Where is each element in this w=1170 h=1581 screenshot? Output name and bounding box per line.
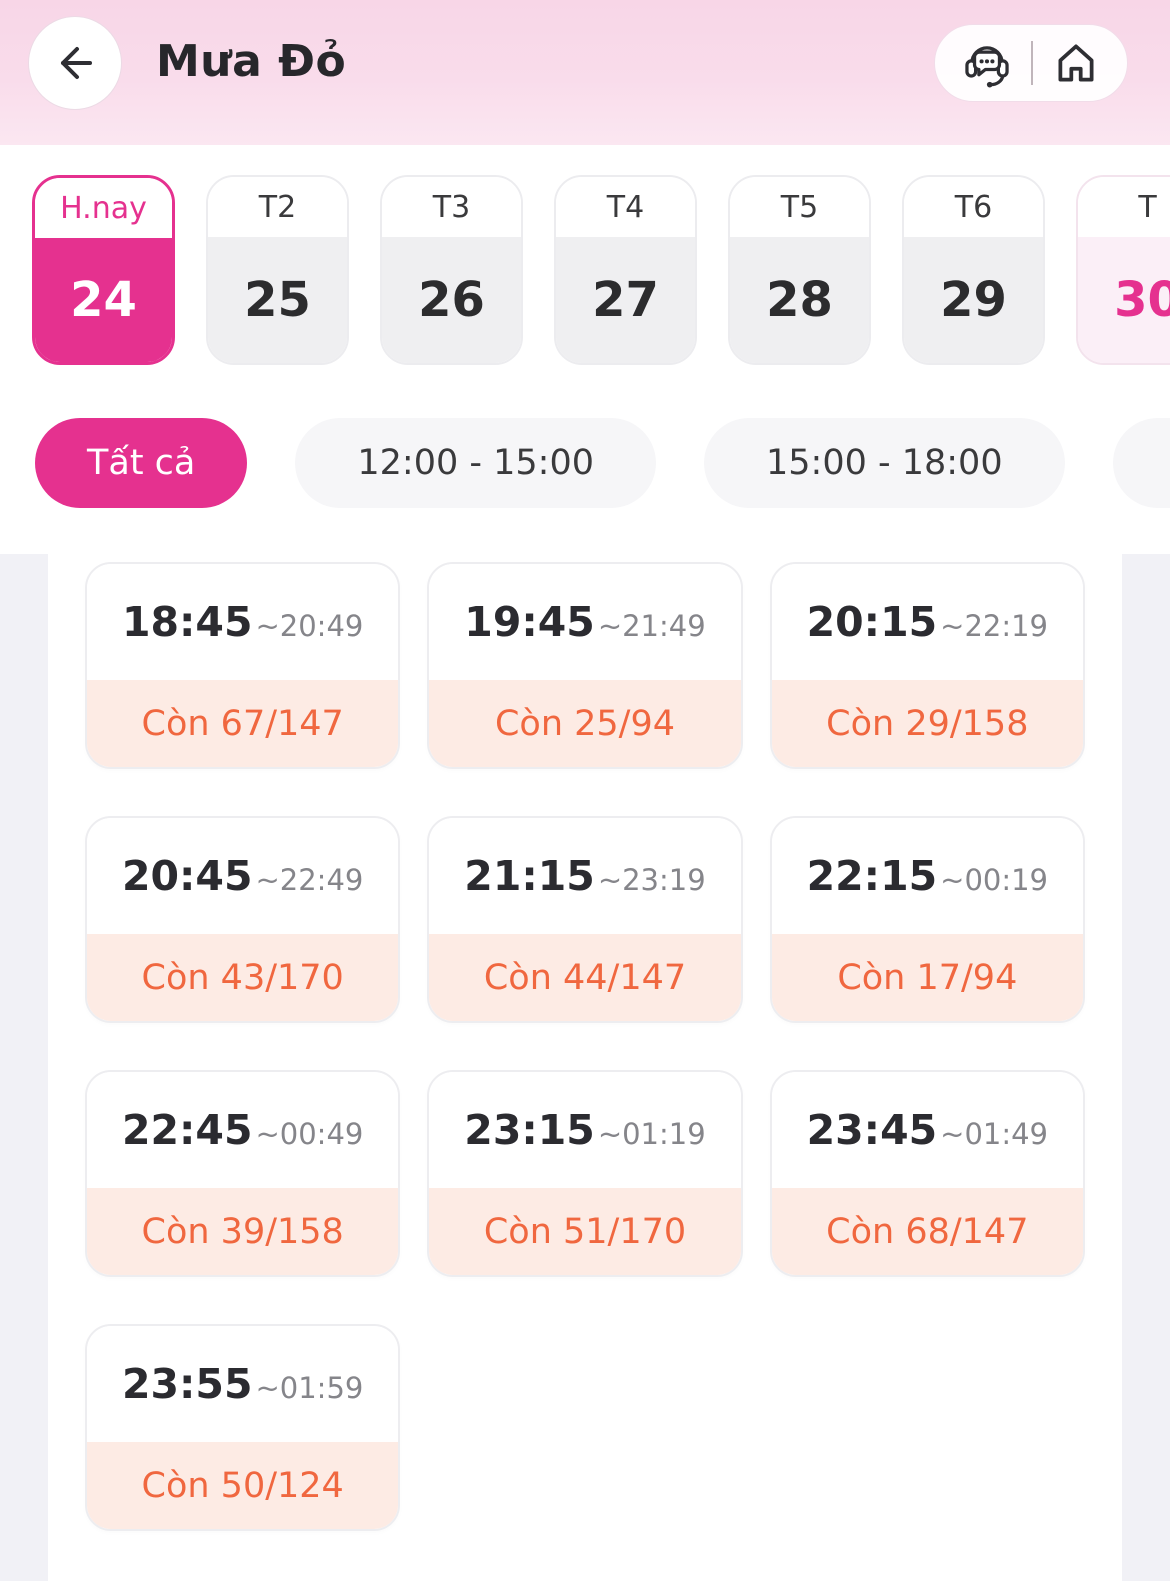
showtime-seats-remaining: Còn 67/147: [87, 680, 399, 767]
time-filter-pill[interactable]: 15:00 - 18:00: [703, 418, 1065, 508]
date-number: 25: [208, 237, 347, 363]
showtime-card[interactable]: 22:15 ~00:19 Còn 17/94: [769, 816, 1085, 1023]
header-pill-divider: [1031, 41, 1033, 85]
filters-section: H.nay 24 T2 25 T3 26 T4 27 T5 28 T6 29 T…: [0, 145, 1170, 554]
support-button[interactable]: [961, 37, 1013, 89]
showtime-time: 20:15 ~22:19: [771, 564, 1083, 680]
showtime-time: 19:45 ~21:49: [429, 564, 741, 680]
date-weekday-label: T5: [730, 177, 869, 237]
date-weekday-label: T6: [904, 177, 1043, 237]
showtime-time: 22:15 ~00:19: [771, 818, 1083, 934]
date-weekday-label: T3: [382, 177, 521, 237]
date-tile[interactable]: T5 28: [728, 175, 871, 365]
page-title: Mưa Đỏ: [156, 36, 347, 87]
showtime-card[interactable]: 18:45 ~20:49 Còn 67/147: [85, 562, 401, 769]
showtime-seats-remaining: Còn 43/170: [87, 934, 399, 1021]
time-filter-label: Tất cả: [87, 443, 196, 483]
showtime-card[interactable]: 20:45 ~22:49 Còn 43/170: [85, 816, 401, 1023]
home-button[interactable]: [1051, 38, 1101, 88]
showtime-card[interactable]: 23:45 ~01:49 Còn 68/147: [769, 1070, 1085, 1277]
date-number: 28: [730, 237, 869, 363]
showtime-start-time: 19:45: [464, 598, 595, 646]
showtime-time: 21:15 ~23:19: [429, 818, 741, 934]
showtime-start-time: 21:15: [464, 852, 595, 900]
date-number: 30: [1078, 237, 1170, 363]
showtime-time: 22:45 ~00:49: [87, 1072, 399, 1188]
time-filter-pill[interactable]: 18:0: [1112, 418, 1170, 508]
showtime-seats-remaining: Còn 25/94: [429, 680, 741, 767]
time-filter-row: Tất cả 12:00 - 15:00 15:00 - 18:00 18:0: [0, 418, 1170, 508]
showtime-end-time: ~00:19: [940, 863, 1049, 897]
showtime-end-time: ~01:19: [597, 1117, 706, 1151]
showtime-card[interactable]: 23:15 ~01:19 Còn 51/170: [427, 1070, 743, 1277]
date-tile[interactable]: T3 26: [380, 175, 523, 365]
time-filter-label: 15:00 - 18:00: [765, 443, 1003, 483]
header: Mưa Đỏ: [0, 0, 1170, 145]
showtime-seats-remaining: Còn 39/158: [87, 1188, 399, 1275]
showtime-start-time: 20:45: [121, 852, 253, 900]
showtime-seats-remaining: Còn 50/124: [87, 1442, 399, 1529]
showtime-card[interactable]: 19:45 ~21:49 Còn 25/94: [427, 562, 743, 769]
arrow-left-icon: [52, 40, 98, 86]
showtime-card[interactable]: 20:15 ~22:19 Còn 29/158: [769, 562, 1085, 769]
time-filter-pill[interactable]: 12:00 - 15:00: [295, 418, 656, 508]
date-row: H.nay 24 T2 25 T3 26 T4 27 T5 28 T6 29 T…: [0, 175, 1170, 365]
date-tile[interactable]: T 30: [1076, 175, 1170, 365]
showtime-seats-remaining: Còn 51/170: [429, 1188, 741, 1275]
date-number: 29: [904, 237, 1043, 363]
showtimes-content: 18:45 ~20:49 Còn 67/147 19:45 ~21:49 Còn…: [0, 554, 1170, 1581]
showtime-time: 20:45 ~22:49: [87, 818, 399, 934]
showtime-time: 18:45 ~20:49: [87, 564, 399, 680]
time-filter-pill[interactable]: Tất cả: [35, 418, 248, 508]
showtimes-panel: 18:45 ~20:49 Còn 67/147 19:45 ~21:49 Còn…: [48, 554, 1122, 1581]
showtime-time: 23:15 ~01:19: [429, 1072, 741, 1188]
time-filter-label: 12:00 - 15:00: [357, 443, 594, 483]
showtime-start-time: 20:15: [806, 598, 938, 646]
date-weekday-label: H.nay: [35, 178, 172, 238]
showtime-seats-remaining: Còn 44/147: [429, 934, 741, 1021]
header-actions-pill: [934, 24, 1128, 102]
showtime-seats-remaining: Còn 29/158: [771, 680, 1083, 767]
showtime-start-time: 23:15: [464, 1106, 595, 1154]
showtime-end-time: ~22:19: [940, 609, 1049, 643]
date-tile[interactable]: H.nay 24: [32, 175, 175, 365]
showtime-seats-remaining: Còn 17/94: [771, 934, 1083, 1021]
showtime-end-time: ~22:49: [255, 863, 364, 897]
date-weekday-label: T2: [208, 177, 347, 237]
showtime-grid: 18:45 ~20:49 Còn 67/147 19:45 ~21:49 Còn…: [85, 562, 1085, 1531]
date-weekday-label: T: [1078, 177, 1170, 237]
headset-chat-icon: [961, 37, 1013, 89]
date-tile[interactable]: T4 27: [554, 175, 697, 365]
date-number: 27: [556, 237, 695, 363]
showtime-start-time: 18:45: [121, 598, 253, 646]
showtime-start-time: 22:15: [806, 852, 938, 900]
date-weekday-label: T4: [556, 177, 695, 237]
home-icon: [1051, 38, 1101, 88]
showtime-card[interactable]: 21:15 ~23:19 Còn 44/147: [427, 816, 743, 1023]
showtime-start-time: 23:45: [806, 1106, 938, 1154]
showtime-time: 23:55 ~01:59: [87, 1326, 399, 1442]
showtime-end-time: ~00:49: [255, 1117, 364, 1151]
date-number: 24: [35, 238, 172, 362]
showtime-end-time: ~23:19: [597, 863, 706, 897]
showtime-seats-remaining: Còn 68/147: [771, 1188, 1083, 1275]
showtime-start-time: 22:45: [121, 1106, 253, 1154]
showtime-end-time: ~01:49: [940, 1117, 1049, 1151]
showtime-card[interactable]: 23:55 ~01:59 Còn 50/124: [85, 1324, 401, 1531]
showtime-end-time: ~21:49: [597, 609, 706, 643]
date-tile[interactable]: T6 29: [902, 175, 1045, 365]
back-button[interactable]: [28, 16, 122, 110]
showtime-end-time: ~01:59: [255, 1371, 364, 1405]
showtime-end-time: ~20:49: [255, 609, 364, 643]
showtime-start-time: 23:55: [121, 1360, 253, 1408]
date-number: 26: [382, 237, 521, 363]
showtime-time: 23:45 ~01:49: [771, 1072, 1083, 1188]
date-tile[interactable]: T2 25: [206, 175, 349, 365]
showtime-card[interactable]: 22:45 ~00:49 Còn 39/158: [85, 1070, 401, 1277]
